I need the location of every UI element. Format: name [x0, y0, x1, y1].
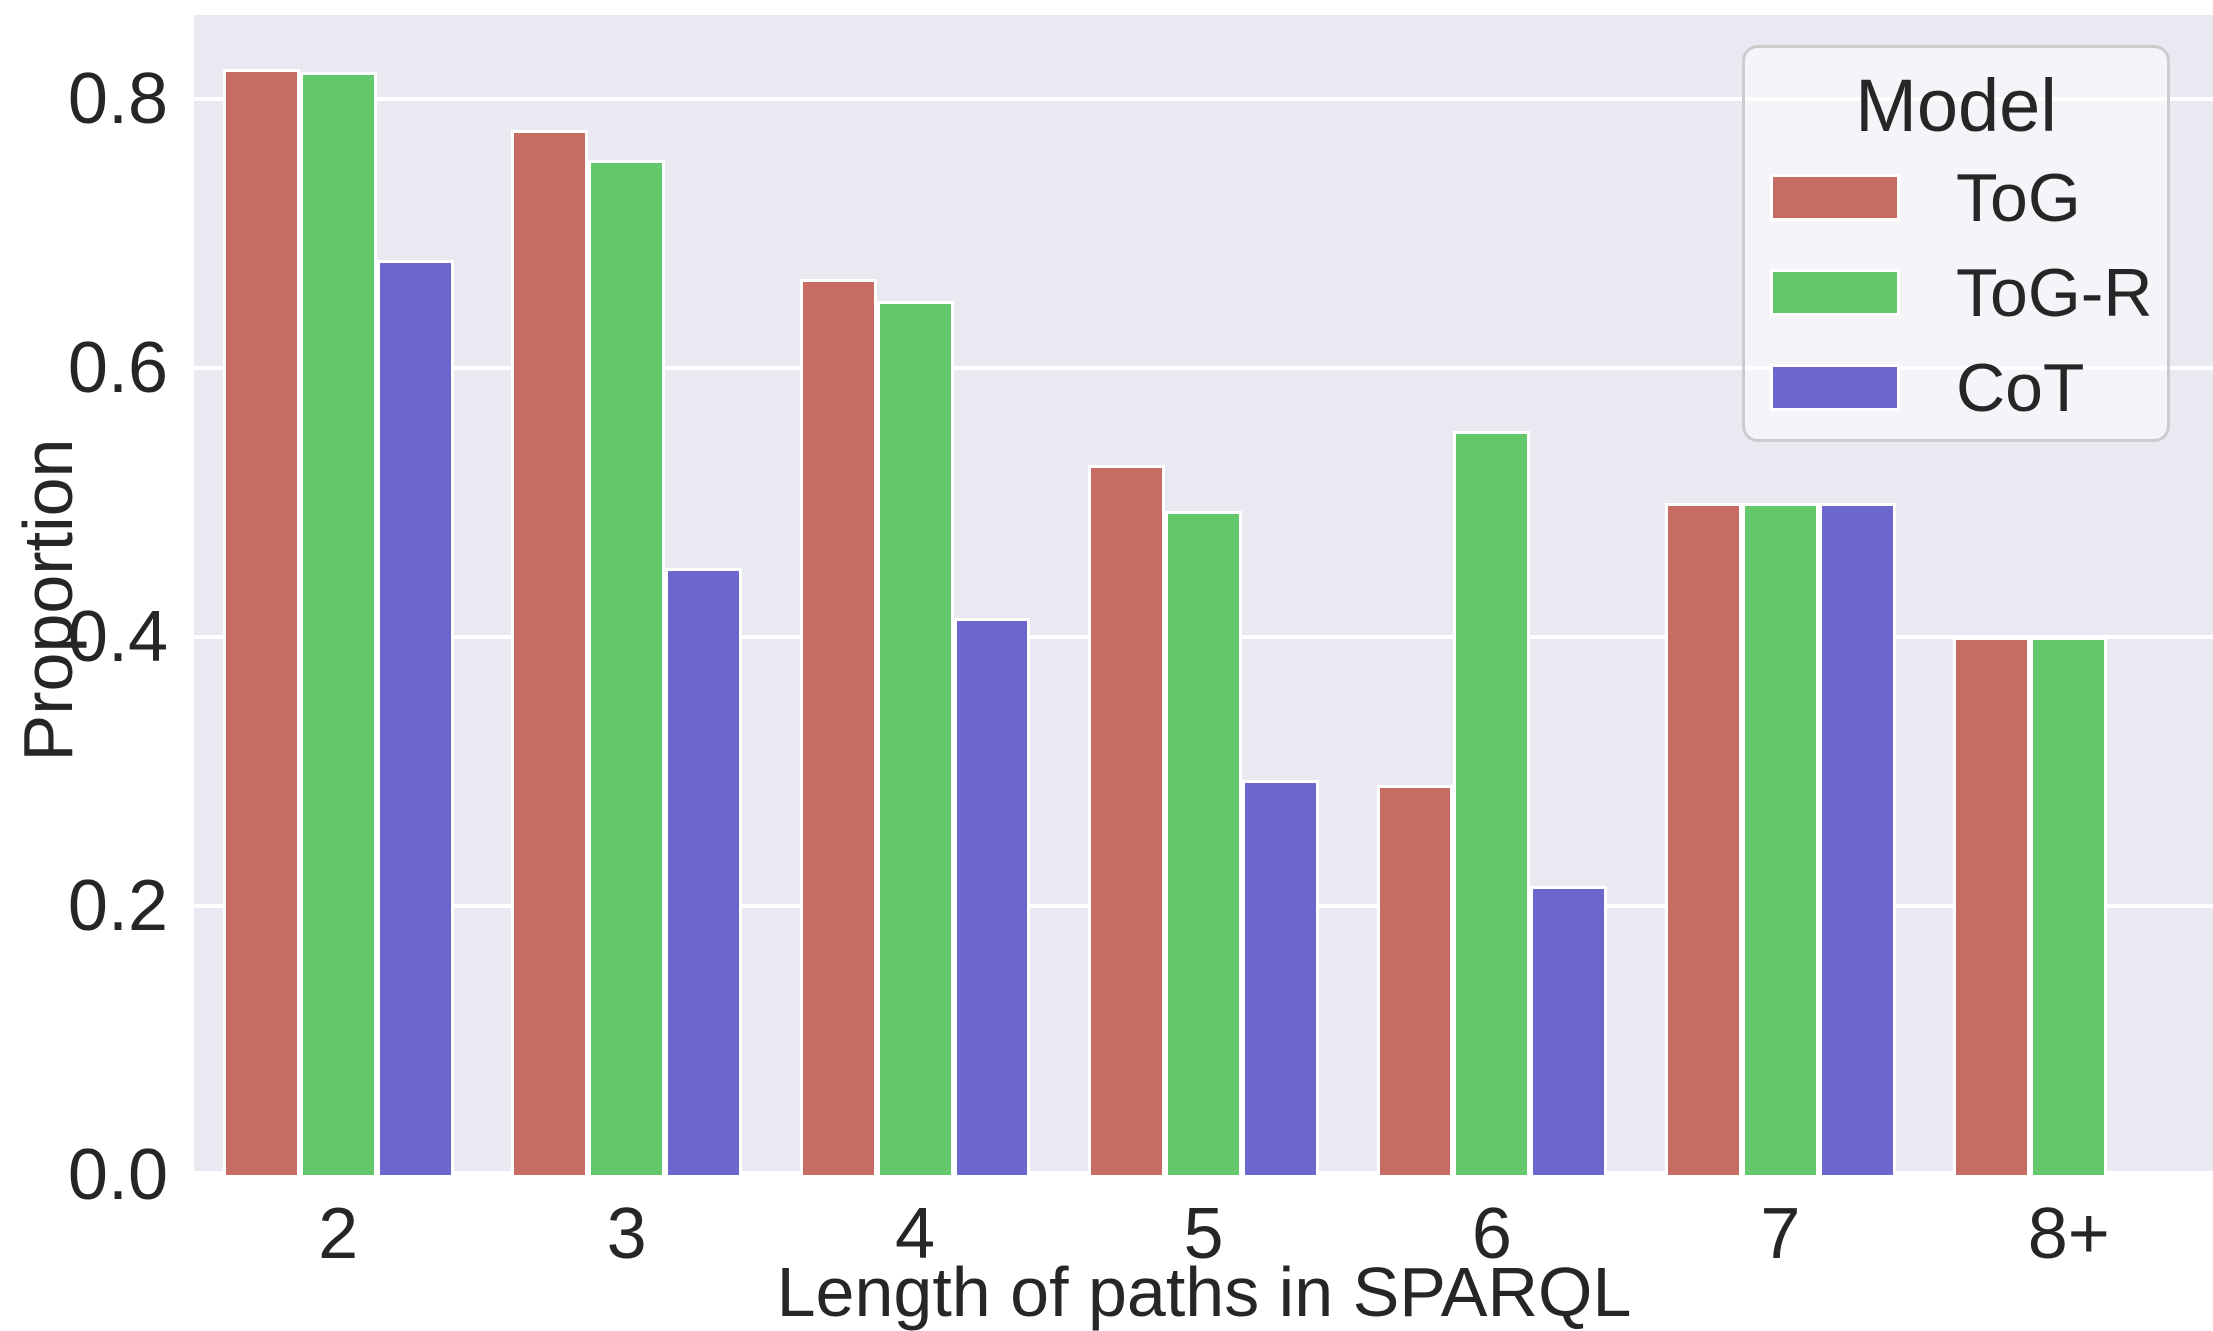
- legend-label-tog-r: ToG-R: [1956, 254, 2153, 331]
- bar-tog-r-6: [1453, 431, 1531, 1175]
- gridline-0.8: [194, 97, 2213, 102]
- y-tick-label-0.0: 0.0: [67, 1135, 168, 1215]
- y-tick-label-0.2: 0.2: [67, 866, 168, 946]
- bar-tog-r-8+: [2030, 637, 2108, 1175]
- legend: Model ToG ToG-R CoT: [1742, 45, 2170, 442]
- bar-tog-r-7: [1741, 502, 1819, 1175]
- bar-tog-2: [222, 69, 300, 1175]
- y-tick-label-0.8: 0.8: [67, 59, 168, 140]
- bar-tog-3: [511, 130, 589, 1175]
- legend-swatch-cot: [1770, 364, 1900, 411]
- legend-title: Model: [1855, 64, 2057, 147]
- y-tick-label-0.4: 0.4: [67, 597, 168, 678]
- x-tick-label-4: 4: [895, 1194, 936, 1274]
- bar-cot-3: [665, 568, 742, 1175]
- x-tick-label-2: 2: [318, 1194, 359, 1274]
- bar-tog-r-2: [299, 72, 377, 1175]
- legend-label-cot: CoT: [1956, 349, 2085, 426]
- bar-tog-8+: [1953, 637, 2031, 1175]
- legend-swatch-tog-r: [1770, 269, 1900, 316]
- bar-cot-4: [953, 618, 1031, 1175]
- bar-cot-5: [1241, 779, 1319, 1175]
- bar-cot-7: [1818, 502, 1896, 1175]
- legend-item-tog-r: ToG-R: [1745, 245, 2167, 340]
- x-tick-label-8+: 8+: [2027, 1194, 2110, 1274]
- x-tick-label-5: 5: [1183, 1194, 1224, 1274]
- bar-tog-r-5: [1165, 510, 1242, 1175]
- legend-label-tog: ToG: [1956, 159, 2081, 236]
- legend-items: ToG ToG-R CoT: [1745, 150, 2167, 435]
- gridline-0.6: [194, 366, 2213, 371]
- bar-tog-7: [1664, 502, 1742, 1175]
- bar-cot-6: [1530, 885, 1608, 1175]
- bar-tog-6: [1376, 784, 1454, 1175]
- legend-swatch-tog: [1770, 174, 1900, 221]
- y-tick-label-0.6: 0.6: [67, 328, 168, 409]
- x-tick-label-6: 6: [1471, 1194, 1512, 1274]
- bar-tog-r-4: [876, 300, 954, 1175]
- bar-tog-4: [799, 279, 877, 1175]
- bar-tog-5: [1088, 464, 1166, 1175]
- legend-item-tog: ToG: [1745, 150, 2167, 245]
- x-tick-label-7: 7: [1760, 1194, 1801, 1274]
- x-axis-title: Length of paths in SPARQL: [776, 1253, 1632, 1331]
- legend-item-cot: CoT: [1745, 340, 2167, 435]
- x-tick-label-3: 3: [606, 1194, 647, 1274]
- bar-tog-r-3: [588, 159, 666, 1175]
- bar-cot-2: [376, 260, 454, 1175]
